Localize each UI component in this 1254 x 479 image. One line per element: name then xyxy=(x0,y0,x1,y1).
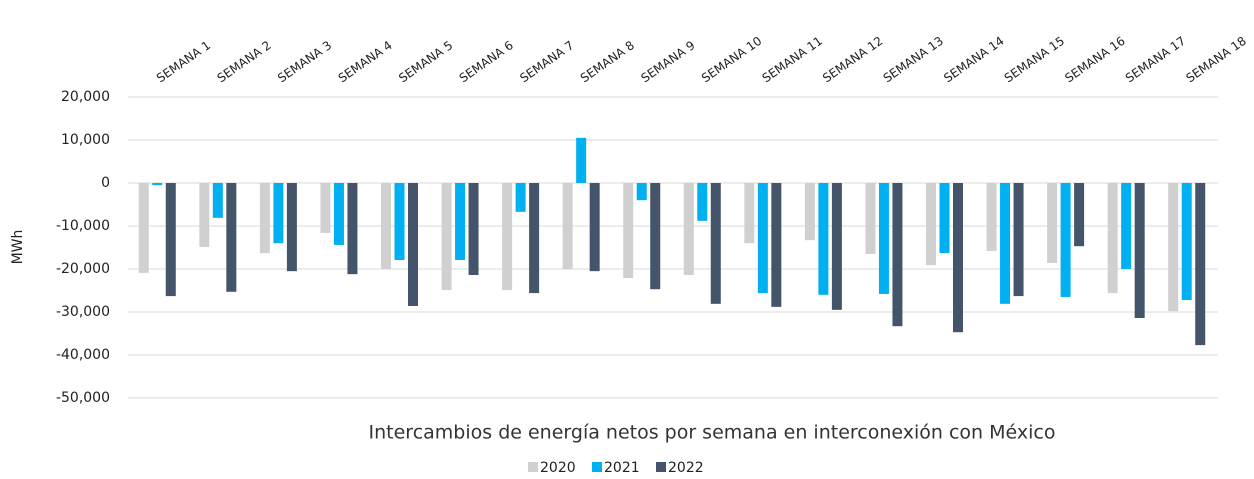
bar xyxy=(697,183,708,221)
bar xyxy=(286,183,297,272)
bar xyxy=(1134,183,1145,319)
legend-swatch xyxy=(592,462,602,472)
bar xyxy=(1013,183,1024,297)
bar xyxy=(226,183,237,292)
bar xyxy=(818,183,829,295)
bar xyxy=(1047,183,1058,263)
bar xyxy=(408,183,418,306)
x-tick-label: SEMANA 9 xyxy=(638,38,697,85)
bar xyxy=(953,183,963,333)
bar xyxy=(804,183,815,241)
bar xyxy=(333,183,344,245)
bar xyxy=(212,183,223,218)
bar xyxy=(259,183,270,254)
bar xyxy=(744,183,755,244)
bar xyxy=(589,183,600,272)
bar xyxy=(1181,183,1192,300)
bar xyxy=(138,183,149,273)
y-tick-label: -20,000 xyxy=(56,261,110,277)
y-axis-label: MWh xyxy=(10,230,26,265)
x-tick-label: SEMANA 13 xyxy=(881,34,946,86)
legend-label: 2022 xyxy=(668,460,704,476)
bar xyxy=(1121,183,1132,269)
x-tick-label: SEMANA 18 xyxy=(1183,34,1248,86)
y-tick-label: 10,000 xyxy=(61,132,110,148)
bar xyxy=(710,183,721,304)
bar xyxy=(1060,183,1071,297)
x-tick-label: SEMANA 3 xyxy=(275,38,334,85)
x-tick-label: SEMANA 5 xyxy=(396,38,455,85)
y-tick-label: 20,000 xyxy=(61,89,110,105)
x-tick-label: SEMANA 2 xyxy=(215,38,274,85)
y-tick-label: -50,000 xyxy=(56,390,110,406)
bar xyxy=(347,183,358,275)
y-tick-label: 0 xyxy=(101,175,110,191)
bar xyxy=(926,183,936,266)
x-tick-label: SEMANA 6 xyxy=(457,38,516,85)
bar xyxy=(273,183,284,244)
bar xyxy=(199,183,210,248)
bar xyxy=(1000,183,1011,304)
bar xyxy=(320,183,331,233)
legend-swatch xyxy=(656,462,666,472)
chart-title: Intercambios de energía netos por semana… xyxy=(369,422,1056,444)
bar xyxy=(683,183,694,276)
bar xyxy=(771,183,782,307)
bar xyxy=(165,183,176,297)
x-tick-label: SEMANA 17 xyxy=(1123,34,1188,86)
bar xyxy=(986,183,997,251)
legend-label: 2021 xyxy=(604,460,640,476)
x-tick-label: SEMANA 11 xyxy=(760,34,825,86)
bar xyxy=(562,183,573,269)
bar xyxy=(502,183,513,291)
y-tick-label: -10,000 xyxy=(56,218,110,234)
bar xyxy=(515,183,526,212)
y-tick-label: -30,000 xyxy=(56,304,110,320)
legend-swatch xyxy=(528,462,538,472)
bar xyxy=(1074,183,1085,247)
bar xyxy=(878,183,889,294)
bar xyxy=(650,183,661,290)
bar xyxy=(1168,183,1179,312)
x-tick-label: SEMANA 8 xyxy=(578,38,637,85)
bar xyxy=(1195,183,1206,346)
x-tick-label: SEMANA 4 xyxy=(336,38,395,85)
bar xyxy=(394,183,405,260)
bar xyxy=(865,183,876,254)
bar xyxy=(152,183,163,186)
x-tick-label: SEMANA 12 xyxy=(820,34,885,86)
bar xyxy=(529,183,540,294)
x-tick-label: SEMANA 7 xyxy=(517,38,576,85)
bar xyxy=(636,183,647,201)
bar xyxy=(1107,183,1118,294)
bar xyxy=(892,183,903,327)
legend-label: 2020 xyxy=(540,460,576,476)
x-tick-label: SEMANA 14 xyxy=(941,34,1006,86)
bar xyxy=(455,183,466,260)
bar xyxy=(576,137,587,183)
bar xyxy=(381,183,391,269)
y-tick-label: -40,000 xyxy=(56,347,110,363)
bar xyxy=(831,183,842,310)
bar xyxy=(468,183,479,276)
x-tick-label: SEMANA 1 xyxy=(154,38,213,85)
x-tick-label: SEMANA 10 xyxy=(699,34,764,86)
bar xyxy=(757,183,768,294)
bar xyxy=(939,183,950,254)
bar xyxy=(623,183,634,279)
bar xyxy=(441,183,452,291)
x-tick-label: SEMANA 16 xyxy=(1062,34,1127,86)
x-tick-label: SEMANA 15 xyxy=(1002,34,1067,86)
